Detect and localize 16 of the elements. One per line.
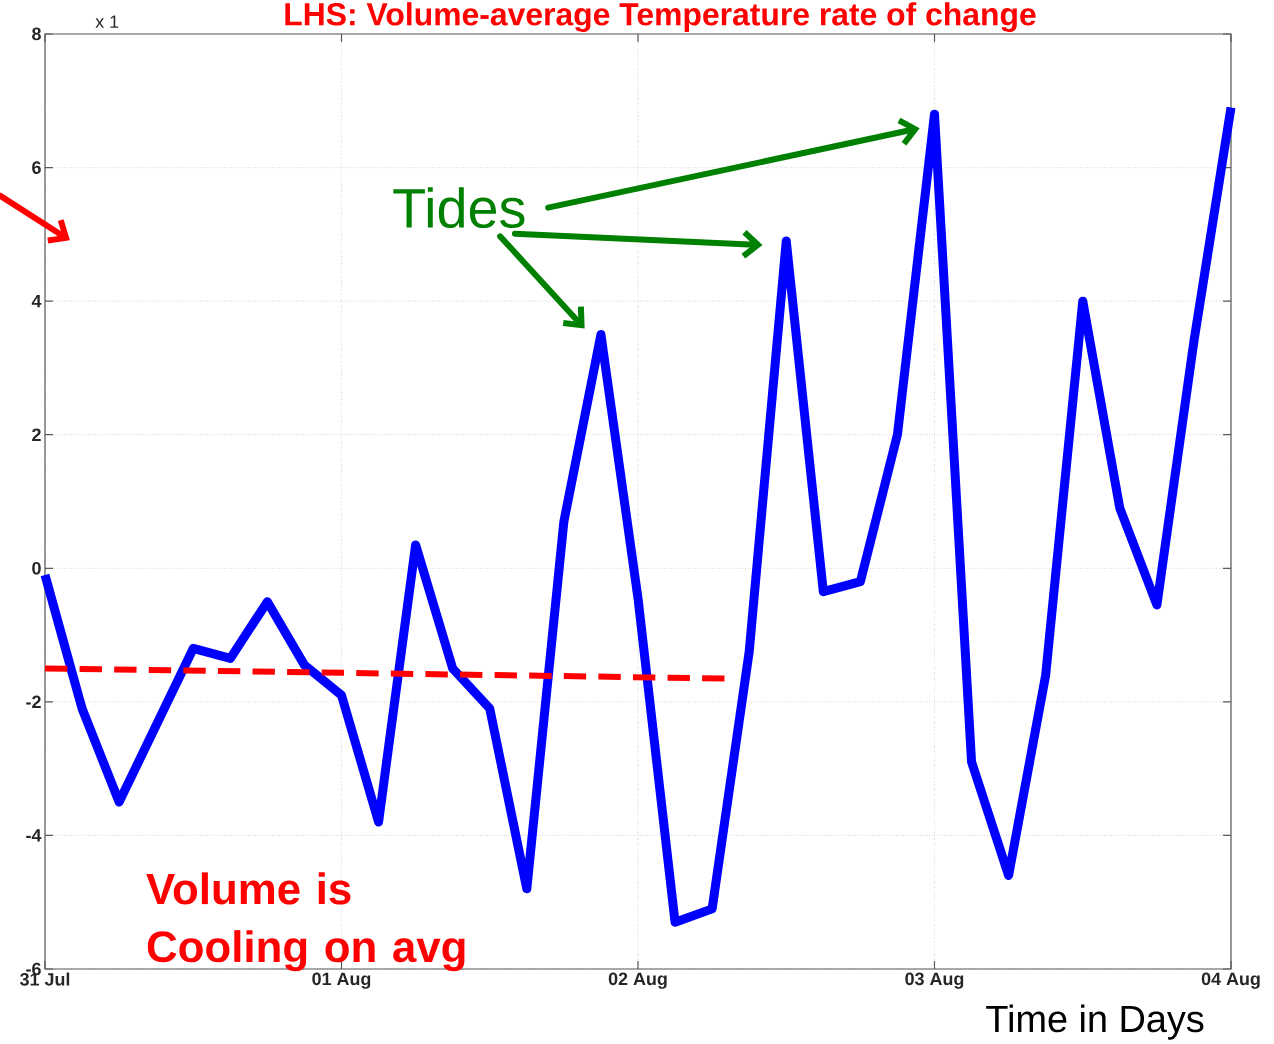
y-tick-label: -2	[26, 695, 41, 709]
y-tick-label: 8	[32, 27, 41, 41]
x-tick-label: 03 Aug	[905, 972, 964, 989]
text: x 1	[95, 15, 119, 28]
x-axis-title: Time in Days	[986, 1004, 1204, 1040]
chart-title: LHS: Volume-average Temperature rate of change	[285, 2, 1036, 33]
x-tick-label: 04 Aug	[1201, 972, 1260, 989]
annotation: Tides	[393, 187, 525, 229]
y-tick-label: -4	[26, 829, 42, 842]
y-tick-label: 0	[32, 561, 41, 575]
x-tick-label: 02 Aug	[608, 972, 667, 989]
x-tick-label: 01 Aug	[312, 972, 371, 989]
y-tick-label: 6	[32, 161, 41, 174]
y-tick-label: 2	[32, 428, 41, 441]
y-tick-label: 4	[31, 294, 42, 308]
annotation: Volume is Cooling on avg	[146, 872, 465, 972]
